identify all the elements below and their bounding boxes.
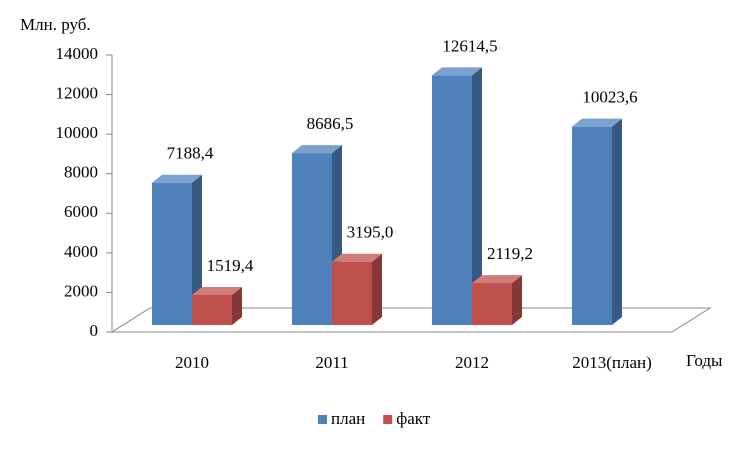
bar-side xyxy=(512,275,522,325)
y-tick-label: 14000 xyxy=(56,44,99,63)
bar-top xyxy=(472,275,522,284)
bar xyxy=(572,126,612,326)
bar xyxy=(192,294,232,325)
bar-side xyxy=(472,67,482,325)
bar xyxy=(472,283,512,325)
x-tick-label: 2013(план) xyxy=(572,353,652,372)
bar-top xyxy=(332,253,382,262)
value-label: 1519,4 xyxy=(207,256,254,275)
bar xyxy=(152,182,192,325)
bar-top xyxy=(192,286,242,295)
x-tick-label: 2011 xyxy=(315,353,348,372)
y-axis-label: Млн. руб. xyxy=(20,15,91,34)
y-tick-label: 0 xyxy=(90,321,99,340)
y-tick-label: 10000 xyxy=(56,123,99,142)
bar-side xyxy=(372,253,382,325)
x-tick-label: 2010 xyxy=(175,353,209,372)
legend-swatch xyxy=(318,415,327,424)
value-label: 12614,5 xyxy=(442,36,497,55)
floor xyxy=(110,307,712,333)
legend-swatch xyxy=(383,415,393,424)
y-tick-label: 2000 xyxy=(64,281,98,300)
legend-label: факт xyxy=(396,409,431,428)
bar-side xyxy=(612,118,622,326)
bar-side xyxy=(232,286,242,325)
y-tick-label: 4000 xyxy=(64,242,98,261)
bar-side xyxy=(192,174,202,325)
x-axis-label: Годы xyxy=(686,351,723,370)
bar-top xyxy=(432,67,482,76)
value-label: 3195,0 xyxy=(347,223,394,242)
value-label: 10023,6 xyxy=(582,88,637,107)
bar-top xyxy=(572,118,622,127)
bar xyxy=(332,261,372,325)
bar xyxy=(432,75,472,325)
bar xyxy=(292,153,332,325)
value-label: 7188,4 xyxy=(167,144,214,163)
y-tick-label: 6000 xyxy=(64,202,98,221)
bar-top xyxy=(292,145,342,154)
legend-label: план xyxy=(331,409,365,428)
value-label: 8686,5 xyxy=(307,114,354,133)
value-label: 2119,2 xyxy=(487,244,533,263)
x-tick-label: 2012 xyxy=(455,353,489,372)
y-tick-label: 8000 xyxy=(64,163,98,182)
y-tick-label: 12000 xyxy=(56,83,99,102)
bar-top xyxy=(152,174,202,183)
